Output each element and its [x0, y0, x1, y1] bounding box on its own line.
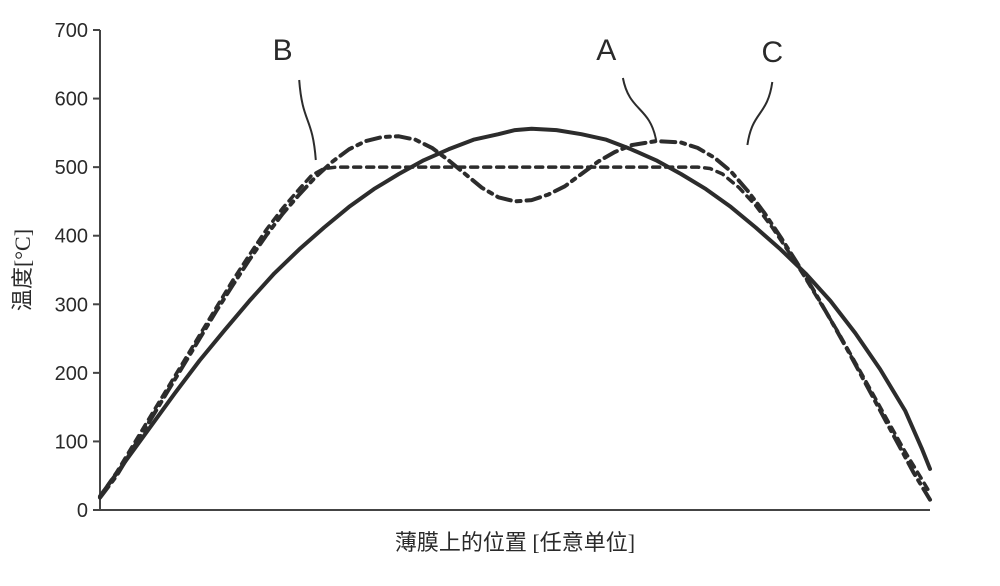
series-label-A: A [596, 34, 616, 67]
y-tick-label: 0 [77, 500, 88, 522]
y-tick-label: 100 [55, 431, 88, 453]
y-tick-label: 600 [55, 89, 88, 111]
chart-canvas: 0 100 200 300 400 500 600 700 A B C 温度[°C] 薄膜上的位置 [任… [0, 0, 1000, 586]
y-tick-label: 400 [55, 226, 88, 248]
x-axis-label: 薄膜上的位置 [任意单位] [395, 530, 635, 555]
y-tick-label: 200 [55, 363, 88, 385]
y-tick-label: 300 [55, 294, 88, 316]
y-axis-label: 温度[°C] [10, 229, 35, 311]
series-label-B: B [273, 34, 293, 67]
y-tick-label: 700 [55, 20, 88, 42]
plot-background [0, 0, 1000, 586]
temperature-profile-chart: 0 100 200 300 400 500 600 700 A B C 温度[°C] 薄膜上的位置 [任… [0, 0, 1000, 586]
series-label-C: C [761, 36, 783, 69]
y-tick-label: 500 [55, 157, 88, 179]
